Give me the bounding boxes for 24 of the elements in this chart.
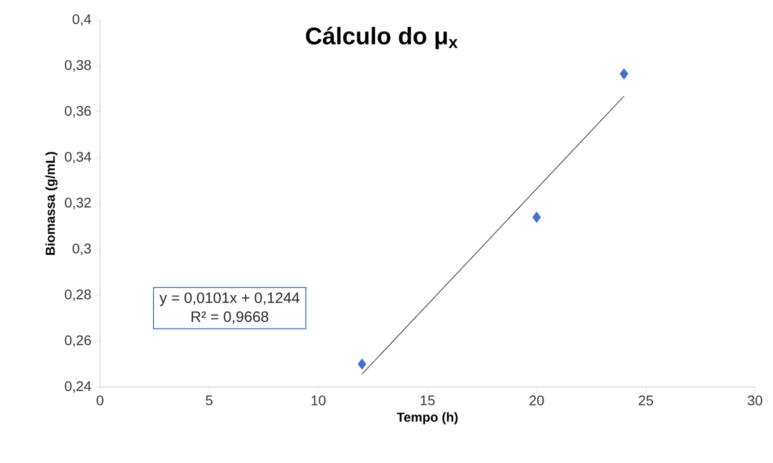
y-tick-label: 0,36 bbox=[64, 106, 91, 118]
y-tick-label: 0,4 bbox=[72, 14, 92, 26]
y-tick-label: 0,32 bbox=[64, 198, 91, 210]
y-tick-label: 0,38 bbox=[64, 60, 91, 72]
x-tick-label: 25 bbox=[638, 396, 654, 406]
annotation: y = 0,0101x + 0,1244 bbox=[160, 292, 300, 306]
y-axis-title: Biomassa (g/mL) bbox=[45, 152, 58, 255]
y-tick-label: 0,34 bbox=[64, 152, 92, 164]
x-tick-label: 15 bbox=[420, 396, 435, 406]
x-tick-label: 20 bbox=[530, 396, 544, 406]
x-axis-title: Tempo (h) bbox=[396, 412, 458, 424]
point bbox=[358, 358, 366, 370]
chart-title: Cálculo do μ$_{x}$ bbox=[306, 26, 458, 50]
x-tick-label: 30 bbox=[748, 396, 762, 406]
y-tick-label: 0,3 bbox=[72, 244, 91, 256]
annotation: R² = 0,9668 bbox=[192, 311, 268, 324]
point bbox=[532, 212, 541, 223]
y-tick-label: 0,28 bbox=[64, 289, 91, 302]
x-tick-label: 5 bbox=[206, 396, 212, 406]
y-tick-label: 0,24 bbox=[64, 381, 92, 393]
point bbox=[620, 68, 628, 80]
x-tick-label: 0 bbox=[96, 396, 104, 406]
y-tick-label: 0,26 bbox=[64, 335, 91, 347]
x-tick-label: 10 bbox=[312, 396, 326, 406]
